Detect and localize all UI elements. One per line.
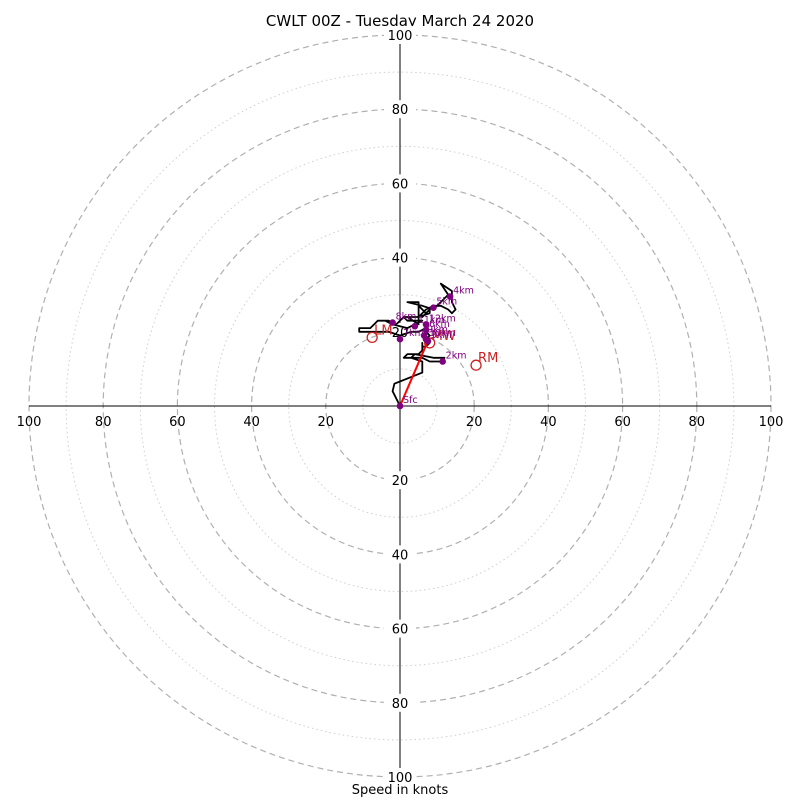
x-tick-label: 80	[95, 415, 112, 430]
storm-motion-marker-mw	[424, 337, 436, 349]
height-marker-label: 9km	[427, 325, 448, 336]
height-marker-label: 4km	[453, 286, 474, 297]
height-marker-dot	[439, 358, 446, 365]
x-tick-label: 40	[243, 415, 260, 430]
storm-motion-label-rm: RM	[478, 351, 498, 366]
shear-vector	[399, 340, 429, 407]
x-tick-label: 60	[614, 415, 631, 430]
chart-title: CWLT 00Z - Tuesday March 24 2020	[265, 12, 535, 30]
y-tick-label-bg	[384, 545, 416, 564]
height-marker-label: 6km	[429, 319, 450, 330]
y-tick-label-bg	[384, 471, 416, 490]
height-marker-dot	[422, 335, 430, 343]
y-tick-label-bg	[384, 248, 416, 267]
height-marker-label: 2km	[446, 350, 467, 361]
x-tick-label: 40	[540, 415, 557, 430]
storm-motion-marker-lm	[366, 331, 378, 344]
x-tick-label: 20	[318, 415, 335, 430]
height-marker-dot	[422, 321, 430, 328]
y-tick-label: 100	[388, 771, 413, 786]
storm-motion-label-lm: LM	[374, 323, 392, 338]
y-tick-label-bg	[384, 768, 416, 786]
height-marker-label: 8km	[396, 312, 417, 323]
y-tick-label: 80	[392, 697, 409, 712]
y-tick-label-bg	[384, 693, 416, 712]
x-tick-label: 20	[466, 415, 483, 430]
y-tick-label-bg	[384, 619, 416, 638]
y-tick-label: 60	[392, 623, 409, 638]
y-tick-label: 20	[392, 326, 409, 341]
shear-vector-group	[399, 340, 429, 407]
y-tick-label: 60	[392, 177, 409, 192]
y-tick-label: 20	[392, 474, 409, 489]
storm-motion-marker-rm	[470, 359, 482, 371]
height-marker-label: Sfc	[403, 395, 418, 406]
y-tick-label: 40	[392, 252, 409, 267]
height-marker-dot	[396, 402, 404, 410]
height-marker-dot	[396, 335, 404, 343]
storm-motion-group: RM LM MW	[366, 323, 498, 371]
x-tick-label: 60	[169, 415, 186, 430]
y-tick-label-bg	[384, 26, 416, 44]
height-marker-label: 11km	[418, 315, 445, 326]
height-marker-label: 7km	[403, 328, 424, 339]
height-marker-label: 3km	[431, 330, 452, 341]
axis-tick-labels: 100 80 60 40 20 20 40 60 80 100 100 80 60 40 20 20 40 60 8…	[17, 26, 784, 786]
height-marker-dot	[422, 326, 430, 334]
y-tick-label-bg	[384, 174, 416, 193]
storm-motion-label-mw: MW	[432, 329, 456, 344]
height-marker-dot	[389, 319, 396, 326]
height-marker-dot	[446, 293, 454, 300]
y-tick-label-bg	[384, 100, 416, 119]
height-marker-dot	[430, 304, 437, 311]
height-marker-label: 12km	[429, 313, 456, 324]
y-tick-label: 100	[388, 29, 413, 44]
x-tick-label: 80	[689, 415, 706, 430]
x-tick-label: 100	[759, 415, 784, 430]
y-tick-label: 40	[392, 548, 409, 563]
height-marker-dot	[411, 322, 419, 330]
height-marker-label: 10km	[429, 328, 456, 339]
height-marker-label: 5km	[436, 297, 457, 308]
x-tick-label: 100	[17, 415, 42, 430]
x-axis-label: Speed in knots	[351, 783, 449, 798]
y-tick-label: 80	[392, 103, 409, 118]
